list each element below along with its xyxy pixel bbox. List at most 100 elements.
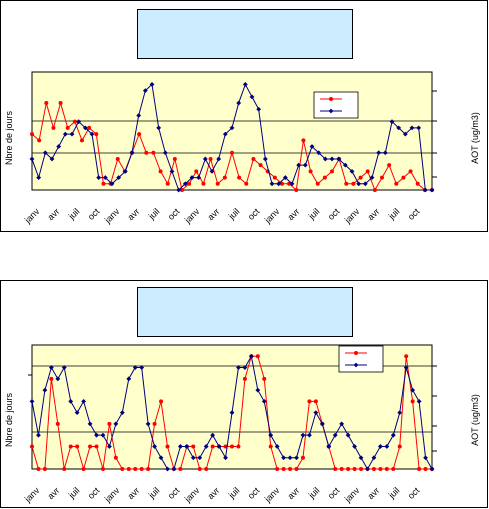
- series-1-point: [62, 467, 67, 471]
- series-2-point: [132, 365, 138, 370]
- series-1-point: [315, 181, 320, 186]
- series-1-point: [222, 175, 227, 180]
- series-1-point: [180, 188, 184, 192]
- series-1-point: [120, 467, 125, 471]
- series-2-point: [423, 455, 428, 461]
- series-2-point: [390, 432, 396, 438]
- series-1-point: [159, 399, 164, 404]
- series-1-point: [210, 444, 215, 449]
- series-2-point: [376, 150, 382, 156]
- x-tick-label: avr: [45, 485, 61, 501]
- legend-box: [313, 91, 359, 119]
- series-1-point: [187, 181, 192, 186]
- series-2-point: [189, 175, 195, 180]
- series-2-point: [42, 387, 48, 393]
- series-1-point: [72, 119, 77, 124]
- series-2-point: [69, 131, 75, 137]
- series-2-point: [336, 156, 342, 162]
- series-2-point: [356, 181, 362, 187]
- series-2-point: [55, 376, 61, 382]
- series-1-point: [100, 467, 105, 471]
- x-tick-label: avr: [365, 485, 381, 501]
- series-1-point: [58, 101, 63, 106]
- chart-panel-2: janv avr juil oct janv avr juil oct janv avr juil o…: [0, 280, 488, 508]
- series-1-point: [280, 181, 284, 186]
- series-1-point: [172, 156, 177, 161]
- series-1-point: [49, 376, 54, 381]
- x-tick-label: juil: [306, 485, 322, 501]
- series-2-point: [49, 156, 55, 162]
- series-1-point: [380, 175, 384, 180]
- series-1-point: [308, 169, 313, 174]
- series-2-point: [203, 444, 209, 449]
- series-1-point: [158, 169, 163, 174]
- series-1-point: [165, 444, 170, 449]
- series-1-point: [371, 467, 376, 471]
- series-1-point: [201, 181, 206, 186]
- series-2-point: [36, 175, 42, 180]
- series-1-point: [268, 444, 273, 449]
- series-2-point: [202, 156, 208, 162]
- series-2-point: [422, 187, 428, 193]
- series-2-point: [409, 125, 415, 131]
- series-2-point: [349, 168, 355, 174]
- series-1-point: [144, 150, 149, 155]
- chart-title-box: [137, 9, 353, 59]
- series-1-point: [339, 467, 344, 471]
- series-2-point: [289, 181, 295, 187]
- chart-title-box: [137, 287, 353, 337]
- series-2-point: [107, 444, 112, 449]
- x-tick-label: janv: [102, 485, 122, 505]
- series-2-point: [139, 365, 145, 370]
- series-2-point: [382, 150, 388, 156]
- series-1-point: [401, 175, 406, 180]
- series-2-point: [302, 162, 308, 168]
- series-1-point: [101, 181, 106, 186]
- series-2-point: [236, 365, 241, 370]
- x-tick-label: avr: [125, 485, 141, 501]
- y-axis-right-label: AOT (ug/m3): [469, 112, 480, 164]
- series-2-point: [136, 113, 142, 118]
- series-1-point: [294, 188, 299, 192]
- x-tick-label: oct: [166, 206, 182, 222]
- series-2-point: [255, 387, 261, 393]
- series-1-point: [204, 467, 209, 471]
- series-2-point: [326, 444, 332, 449]
- x-tick-label: janv: [342, 206, 362, 226]
- series-2-point: [429, 187, 435, 193]
- series-1-point: [423, 467, 428, 471]
- series-1-point: [165, 181, 170, 186]
- series-1-point: [68, 444, 73, 449]
- series-2-point: [316, 150, 322, 156]
- plot-area: [31, 71, 433, 191]
- series-1-point: [255, 354, 260, 359]
- x-tick-label: juil: [226, 485, 242, 501]
- x-tick-label: oct: [326, 485, 342, 501]
- x-tick-label: juil: [306, 206, 322, 222]
- series-2-point: [268, 432, 274, 438]
- series-1-point: [358, 175, 363, 180]
- series-1-point: [394, 181, 399, 186]
- series-1-point: [391, 467, 396, 471]
- x-tick-label: oct: [246, 206, 262, 222]
- series-2-point: [156, 125, 162, 131]
- series-2-point: [256, 106, 262, 112]
- series-2-point: [229, 410, 235, 416]
- series-1-point: [242, 376, 247, 381]
- y-axis-right-label: AOT (ug/m3): [469, 394, 480, 446]
- series-1-point: [372, 188, 377, 192]
- series-1-point: [397, 444, 402, 449]
- x-tick-label: avr: [205, 485, 221, 501]
- series-1-point: [152, 421, 157, 426]
- x-tick-label: oct: [246, 485, 262, 501]
- series-2-point: [358, 455, 364, 461]
- series-2-point: [294, 455, 299, 461]
- series-2-point: [196, 175, 202, 180]
- series-1-point: [208, 156, 213, 161]
- series-1-point: [151, 150, 156, 155]
- series-2-point: [197, 455, 203, 461]
- series-2-point: [223, 455, 228, 461]
- series-1-point: [133, 467, 138, 471]
- series-2-point: [282, 175, 288, 180]
- series-2-point: [384, 444, 390, 449]
